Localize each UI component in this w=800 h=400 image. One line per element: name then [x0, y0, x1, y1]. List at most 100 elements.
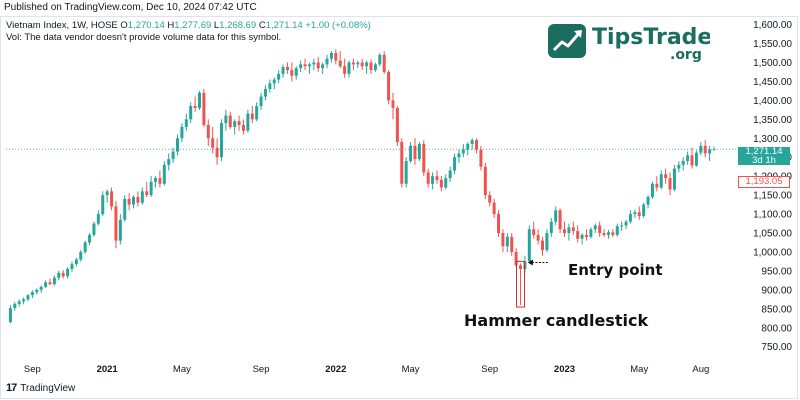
candle-body [378, 54, 382, 65]
candle-body [453, 157, 457, 171]
x-tick-label: May [630, 364, 648, 375]
candle-body [277, 73, 281, 80]
x-tick-label: Sep [253, 364, 270, 375]
candle-body [189, 106, 193, 120]
y-tick-label: 1,000.00 [753, 247, 792, 258]
candle-body [637, 212, 641, 216]
candle-body [712, 149, 716, 151]
candle-body [48, 282, 52, 285]
candle-body [672, 168, 676, 190]
x-tick-label: May [173, 364, 191, 375]
candle-body [527, 229, 531, 262]
candle-body [413, 145, 417, 160]
candle-body [233, 121, 237, 127]
published-notice: Published on TradingView.com, Dec 10, 20… [4, 2, 257, 13]
candle-body [241, 125, 245, 131]
candle-body [114, 206, 118, 241]
candle-body [549, 221, 553, 234]
candle-body [123, 198, 127, 220]
volume-note: Vol: The data vendor doesn't provide vol… [6, 32, 282, 43]
candle-body [514, 251, 518, 266]
candle-body [127, 198, 131, 205]
logo-arrowhead-icon [574, 30, 582, 38]
symbol-name: Vietnam Index, 1W, HOSE [6, 20, 118, 31]
tradingview-brand: TradingView [20, 382, 76, 394]
candle-body [154, 178, 158, 182]
candle-body [668, 178, 672, 190]
hammer-candlestick-label: Hammer candlestick [464, 311, 649, 330]
candle-body [694, 152, 698, 166]
candle-body [519, 265, 523, 270]
candle-body [567, 227, 571, 234]
candle-body [35, 289, 39, 293]
candle-body [343, 66, 347, 74]
candle-body [611, 232, 615, 235]
candle-body [299, 64, 303, 69]
candle-body [206, 125, 210, 139]
candle-body [228, 115, 232, 127]
candle-body [26, 295, 30, 300]
candle-body [171, 151, 175, 160]
candle-body [387, 71, 391, 101]
candle-body [57, 272, 61, 278]
candle-body [329, 53, 333, 59]
candle-body [369, 62, 373, 71]
x-tick-label: 2022 [325, 364, 346, 375]
candle-body [294, 68, 298, 76]
candle-body [562, 229, 566, 234]
entry-point-label: Entry point [568, 261, 663, 279]
candle-body [219, 123, 223, 158]
candle-body [162, 164, 166, 184]
candle-body [457, 153, 461, 158]
candle-body [448, 170, 452, 179]
candle-body [184, 119, 188, 127]
candle-body [347, 62, 351, 74]
candle-body [365, 62, 369, 67]
candle-body [624, 221, 628, 226]
candle-body [422, 143, 426, 173]
candle-body [690, 155, 694, 166]
candle-body [193, 106, 197, 108]
y-tick-label: 1,400.00 [753, 96, 792, 107]
candle-body [501, 233, 505, 247]
candle-body [431, 176, 435, 184]
candle-body [281, 67, 285, 74]
candle-body [96, 214, 100, 224]
candle-body [554, 210, 558, 222]
candle-body [101, 195, 105, 215]
candle-body [655, 183, 659, 188]
candle-body [8, 308, 12, 323]
low-label: L [213, 20, 220, 31]
candle-body [681, 161, 685, 165]
candle-body [545, 233, 549, 251]
candle-body [708, 149, 712, 154]
candle-body [215, 147, 219, 158]
candle-body [105, 191, 109, 196]
candle-body [39, 286, 43, 290]
candle-body [703, 145, 707, 154]
candle-body [439, 179, 443, 188]
candle-body [338, 60, 342, 67]
y-tick-label: 800.00 [761, 323, 792, 334]
candle-body [167, 159, 171, 165]
candle-body [290, 70, 294, 76]
high-label: H [167, 20, 175, 31]
candle-body [699, 145, 703, 153]
y-tick-label: 1,300.00 [753, 134, 792, 145]
candle-body [598, 225, 602, 234]
candle-body [475, 140, 479, 150]
candle-body [259, 96, 263, 107]
low-value: 1,268.69 [219, 20, 257, 31]
candle-body [92, 223, 96, 235]
candle-body [470, 140, 474, 144]
candle-body [483, 166, 487, 196]
candle-body [435, 176, 439, 180]
candle-body [391, 100, 395, 108]
tradingview-footer[interactable]: 17 TradingView [6, 382, 75, 394]
candle-body [628, 214, 632, 222]
candle-body [404, 161, 408, 184]
candle-body [303, 64, 307, 67]
candle-body [351, 62, 355, 65]
candle-body [149, 181, 153, 196]
